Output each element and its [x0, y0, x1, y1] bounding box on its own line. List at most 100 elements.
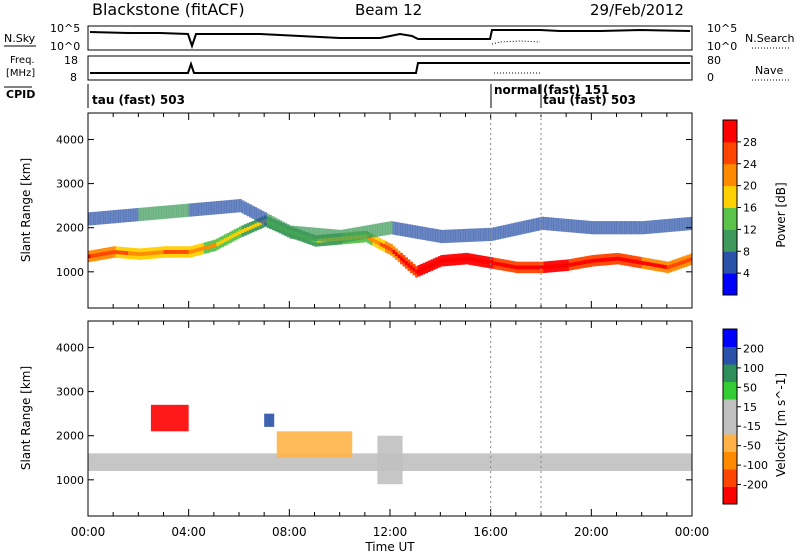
x-tick-label: 00:00 — [675, 525, 710, 539]
power-cell — [598, 221, 602, 235]
power-core-cell — [374, 239, 378, 244]
power-cell — [239, 199, 242, 213]
power-cell — [581, 220, 585, 234]
power-cell — [644, 220, 647, 235]
power-cell — [319, 228, 323, 242]
colorbar-swatch — [723, 141, 737, 165]
power-core-cell — [488, 260, 491, 265]
power-core-cell — [244, 228, 247, 232]
power-cell — [480, 228, 484, 242]
power-cell — [541, 216, 544, 230]
colorbar-frame — [722, 328, 738, 505]
power-cell — [138, 207, 142, 222]
power-cell — [601, 221, 605, 235]
power-cell — [120, 209, 124, 223]
power-cell — [90, 212, 94, 226]
power-cell — [294, 225, 298, 240]
power-core-cell — [581, 260, 585, 265]
power-cell — [641, 221, 645, 235]
power-cell — [543, 216, 547, 231]
power-core-cell — [153, 250, 157, 255]
power-core-cell — [558, 263, 562, 268]
power-cell — [382, 222, 386, 236]
power-core-cell — [98, 252, 101, 257]
power-core-cell — [505, 263, 509, 268]
power-cell — [651, 220, 655, 234]
colorbar-swatch — [723, 251, 737, 274]
power-core-cell — [666, 265, 670, 270]
power-cell — [571, 219, 575, 233]
power-cell — [226, 200, 230, 214]
power-cell — [488, 227, 491, 242]
power-cell — [533, 218, 537, 232]
velocity-feature — [377, 435, 403, 485]
power-cell — [108, 210, 111, 224]
power-core-cell — [239, 230, 242, 235]
power-cell — [125, 208, 129, 223]
power-cell — [435, 229, 439, 243]
power-cell — [546, 217, 549, 231]
power-cell — [236, 199, 240, 213]
power-cell — [100, 211, 104, 225]
power-core-cell — [457, 257, 461, 262]
power-cell — [639, 221, 642, 235]
power-cell — [671, 218, 675, 232]
power-cell — [327, 228, 330, 243]
power-cell — [281, 221, 285, 235]
power-core-cell — [686, 258, 690, 263]
power-cell — [364, 225, 368, 239]
power-cell — [362, 225, 366, 240]
power-core-cell — [387, 246, 391, 251]
power-core-cell — [611, 257, 615, 261]
power-cell — [349, 228, 353, 242]
cpid-segment-2a: normal — [494, 83, 541, 97]
power-core-cell — [377, 241, 381, 246]
y-tick-label: 3000 — [56, 178, 84, 191]
velocity-colorbar: 200 100 50 15 -15 -50 -100 -200 — [722, 328, 768, 505]
power-core-cell — [390, 247, 393, 252]
power-cell — [518, 221, 522, 235]
power-core-cell — [171, 250, 174, 254]
power-cell — [249, 204, 252, 218]
power-cell — [470, 228, 474, 242]
power-cell — [390, 221, 393, 235]
station-title: Blackstone (fitACF) — [92, 0, 245, 19]
power-cell — [203, 202, 207, 216]
power-cell — [591, 221, 595, 235]
power-core-cell — [181, 250, 184, 254]
power-cell — [291, 225, 295, 239]
colorbar-tick-label: 200 — [743, 342, 764, 355]
y-tick-label: 1000 — [56, 266, 84, 279]
power-cell — [88, 212, 91, 226]
power-core-cell — [674, 262, 678, 267]
power-cell — [445, 229, 449, 243]
x-axis-label: Time UT — [364, 540, 415, 554]
colorbar-swatch — [723, 416, 737, 435]
power-cell — [576, 219, 580, 233]
power-core-cell — [518, 265, 522, 270]
beam-title: Beam 12 — [355, 1, 422, 19]
freq-panel-frame — [87, 55, 693, 81]
power-cell — [160, 205, 164, 220]
power-core-cell — [133, 251, 137, 256]
power-cell — [329, 229, 333, 243]
power-core-cell — [646, 261, 650, 266]
x-axis: 00:00 04:00 08:00 12:00 16:00 20:00 00:00 — [71, 525, 710, 539]
power-core-cell — [661, 264, 665, 269]
velocity-ylabel: Slant Range [km] — [19, 366, 33, 470]
power-core-cell — [556, 264, 559, 268]
x-tick-label: 12:00 — [373, 525, 408, 539]
power-cell — [166, 205, 169, 219]
power-cell — [412, 225, 416, 239]
velocity-feature — [150, 404, 189, 432]
freq-label-line2: [MHz] — [6, 68, 35, 79]
power-cell — [679, 217, 683, 232]
power-cell — [498, 226, 502, 240]
power-cell — [299, 226, 303, 240]
power-cell — [468, 228, 471, 242]
power-core-cell — [150, 251, 154, 255]
power-cell — [286, 224, 290, 238]
power-core-cell — [203, 246, 207, 250]
power-core-cell — [593, 258, 597, 263]
